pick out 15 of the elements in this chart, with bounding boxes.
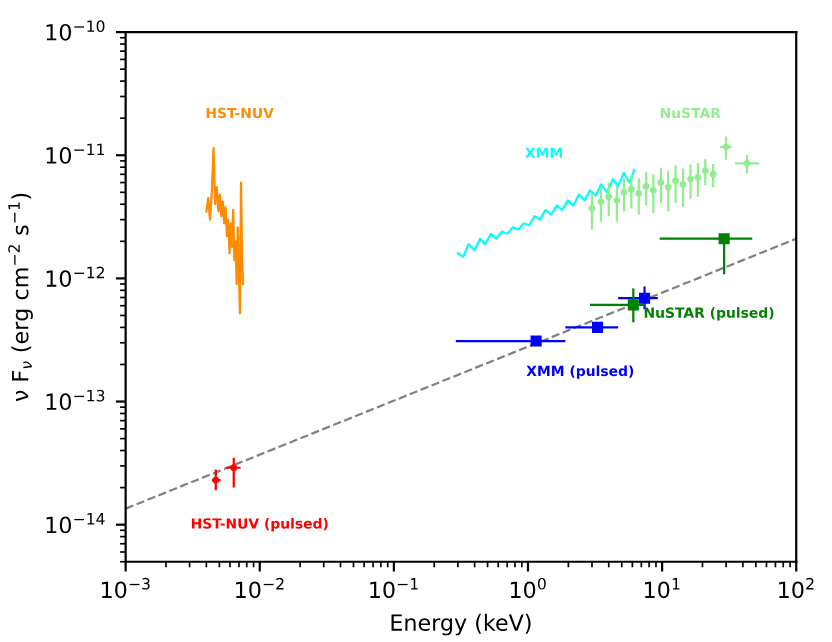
y-tick-label: 10$^{−14}$	[46, 513, 105, 534]
x-tick-label: 10$^{0}$	[510, 577, 546, 599]
x-tick-label: 10$^{−3}$	[101, 577, 150, 599]
x-tick-label: 10$^{−1}$	[370, 578, 418, 599]
line-series	[205, 146, 245, 315]
x-tick-label: 10$^{1}$	[644, 578, 680, 599]
x-tick-label: 10$^{2}$	[779, 577, 814, 599]
y-tick-label: 10$^{−12}$	[46, 266, 104, 287]
y-tick-label: 10$^{−10}$	[46, 20, 105, 41]
y-axis-title: ν F$_{ν}$ (erg cm$^{−2}$ s$^{−1}$)	[8, 193, 33, 402]
line-series	[456, 168, 636, 258]
y-tick-label: 10$^{−11}$	[46, 143, 105, 164]
x-tick-label: 10$^{−2}$	[236, 577, 284, 599]
x-axis-title: Energy (keV)	[391, 613, 531, 636]
y-tick-label: 10$^{−13}$	[46, 389, 105, 411]
